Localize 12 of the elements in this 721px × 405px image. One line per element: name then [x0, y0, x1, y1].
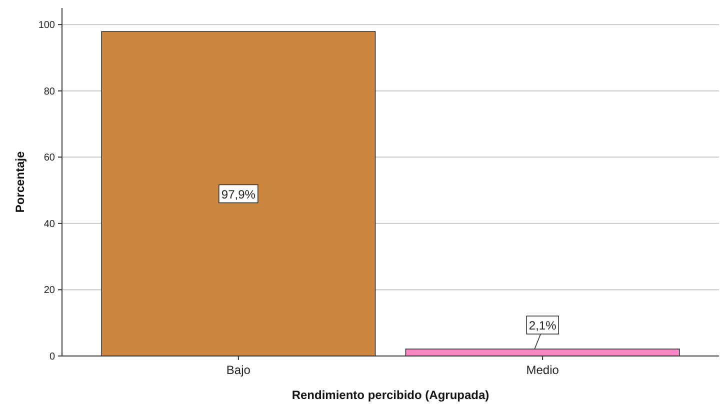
x-tick-label: Medio — [526, 363, 560, 377]
x-axis-title: Rendimiento percibido (Agrupada) — [292, 388, 490, 402]
y-tick-label: 80 — [44, 86, 56, 98]
y-tick-label: 60 — [44, 152, 56, 164]
data-label: 97,9% — [221, 187, 256, 202]
data-label: 2,1% — [528, 318, 557, 333]
y-tick-label: 20 — [44, 285, 56, 296]
x-tick-label: Bajo — [226, 363, 251, 377]
y-axis-title: Porcentaje — [13, 150, 27, 213]
y-tick-label: 0 — [49, 352, 56, 362]
y-tick-label: 100 — [38, 20, 56, 32]
y-tick-label: 40 — [44, 218, 56, 230]
